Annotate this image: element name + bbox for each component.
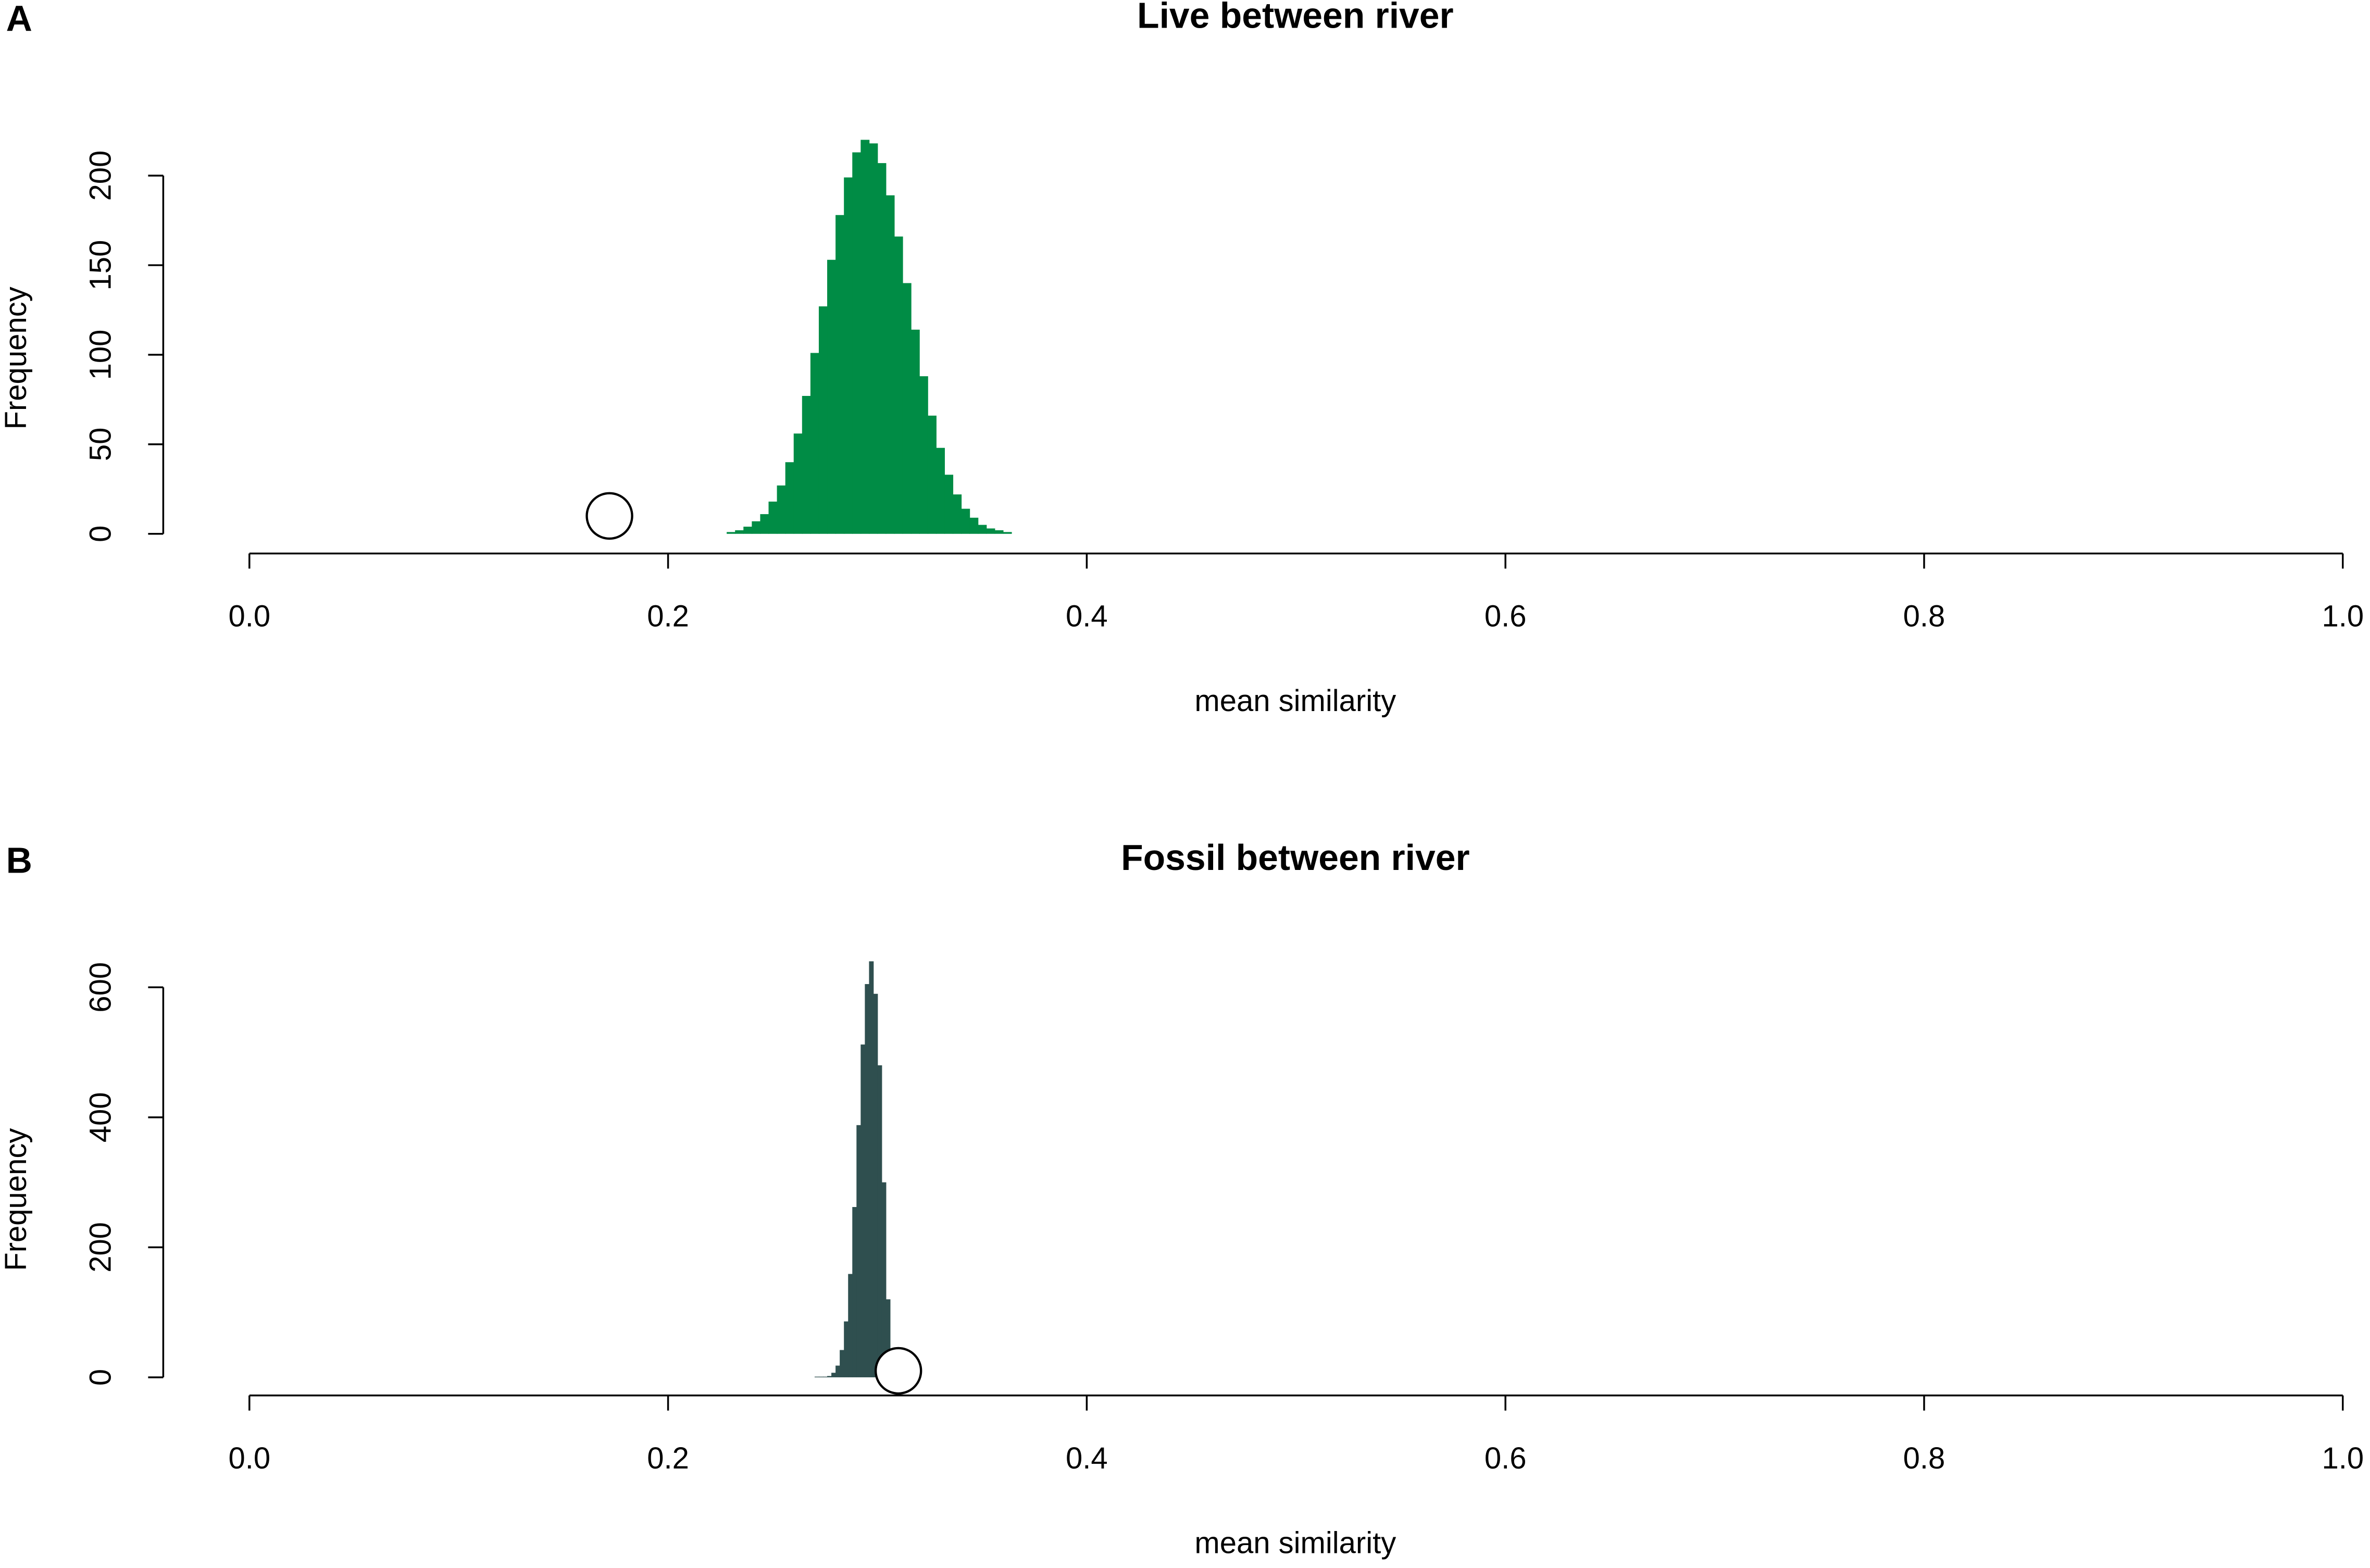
histogram-bar [885,195,895,534]
x-tick-label: 0.6 [1485,600,1527,633]
histogram-bar [1003,532,1012,534]
panel-label: B [6,840,32,881]
x-axis-label: mean similarity [1194,684,1396,718]
histogram-bar [902,283,912,534]
histogram-bar [986,528,995,534]
x-tick-label: 0.2 [647,600,689,633]
histogram-bar [727,532,736,534]
histogram-bar [852,152,862,534]
y-tick-label: 150 [84,240,118,291]
histogram-bar [835,215,845,534]
histogram-bar [961,508,970,534]
histogram-bar [831,1373,836,1377]
x-tick-label: 0.2 [647,1441,689,1475]
chart-title: Live between river [1137,0,1454,36]
histogram-bar [835,1365,841,1377]
x-tick-label: 0.6 [1485,1441,1527,1475]
observed-point [874,1347,922,1395]
histogram-bar [802,396,811,534]
histogram-bar [860,140,870,534]
histogram-bar [844,1321,849,1377]
histogram-bar [848,1274,853,1377]
histogram-bar [752,521,761,534]
y-tick-label: 50 [84,428,118,462]
histogram-bar [969,517,979,534]
histogram-bar [865,984,870,1377]
histogram-bar [869,143,878,534]
histogram-bar [873,993,878,1377]
panel-label: A [6,0,32,39]
histogram-bar [743,527,753,534]
histogram-bar [953,494,962,534]
histogram-bar [827,1376,832,1377]
histogram-bar [793,433,803,534]
observed-point [585,492,633,540]
histogram-bar [944,475,954,534]
histogram-bar [840,1350,845,1377]
y-tick-label: 100 [84,330,118,380]
histogram-bar [844,177,853,534]
histogram-bar [810,353,819,534]
x-tick-label: 1.0 [2322,1441,2364,1475]
y-tick-label: 0 [84,526,118,542]
histogram-bar [877,163,887,534]
histogram-bar [860,1044,866,1377]
histogram-bar [827,259,836,534]
y-tick-label: 600 [84,962,118,1013]
histogram-bar [919,376,928,534]
histogram-bar [894,237,903,534]
histogram-bar [877,1065,882,1377]
x-tick-label: 0.8 [1903,600,1945,633]
chart-title: Fossil between river [1121,837,1469,878]
y-axis-label: Frequency [0,1128,33,1271]
histogram-bar [856,1125,862,1377]
x-tick-label: 0.4 [1066,1441,1108,1475]
x-axis-label: mean similarity [1194,1526,1396,1560]
histogram-bar [885,1299,891,1377]
histogram-bar [936,447,945,534]
y-axis-label: Frequency [0,287,33,429]
y-tick-label: 200 [84,1222,118,1273]
histogram-bar [994,530,1004,534]
histogram-bar [777,485,786,534]
histogram-bar [869,961,874,1377]
y-tick-label: 200 [84,151,118,201]
histogram-bar [927,415,937,534]
y-tick-label: 400 [84,1092,118,1142]
x-tick-label: 0.8 [1903,1441,1945,1475]
histogram-bar [852,1207,857,1377]
histogram-bar [881,1182,887,1377]
histogram-bar [768,501,778,534]
x-tick-label: 0.0 [228,600,270,633]
histogram-bar [818,306,828,534]
x-tick-label: 0.4 [1066,600,1108,633]
y-tick-label: 0 [84,1369,118,1386]
histogram-bar [978,525,987,534]
x-tick-label: 0.0 [228,1441,270,1475]
histogram-bar [785,462,794,534]
x-tick-label: 1.0 [2322,600,2364,633]
histogram-bar [910,329,920,534]
histogram-bar [735,530,744,534]
histogram-bar [760,514,769,534]
